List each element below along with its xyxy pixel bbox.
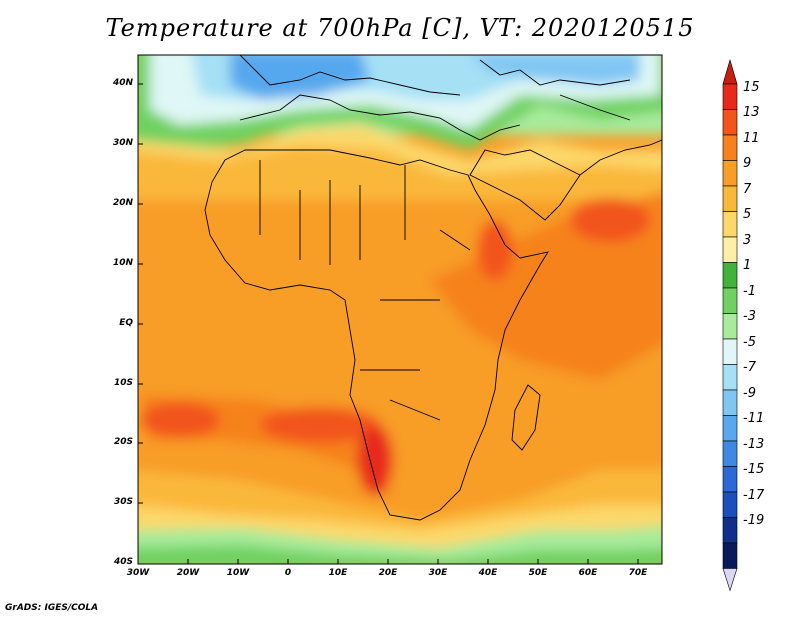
colorbar-swatch xyxy=(722,160,738,187)
colorbar-label: -7 xyxy=(743,360,756,375)
lon-label: 20E xyxy=(378,568,398,578)
colorbar-swatch xyxy=(722,262,738,289)
lon-label: 0 xyxy=(284,568,292,578)
colorbar-label: 11 xyxy=(743,131,760,146)
lat-label: 40S xyxy=(113,557,133,567)
colorbar-swatch xyxy=(722,313,738,340)
lon-label: 30E xyxy=(428,568,448,578)
colorbar-swatch xyxy=(722,415,738,442)
colorbar-swatch xyxy=(722,364,738,391)
lon-label: 20W xyxy=(176,568,200,578)
colorbar-swatch xyxy=(722,338,738,365)
map-title: Temperature at 700hPa [C], VT: 202012051… xyxy=(105,14,695,42)
lon-label: 10W xyxy=(226,568,250,578)
colorbar xyxy=(722,58,738,592)
colorbar-swatch xyxy=(722,517,738,544)
colorbar-label: -17 xyxy=(743,488,765,503)
credit-text: GrADS: IGES/COLA xyxy=(5,603,99,613)
lat-label: 10S xyxy=(113,378,133,388)
colorbar-swatch xyxy=(722,389,738,416)
lat-label: 30S xyxy=(113,497,133,507)
lat-label: 10N xyxy=(112,258,133,268)
colorbar-label: -11 xyxy=(743,411,765,426)
temperature-field xyxy=(138,55,662,564)
lon-label: 10E xyxy=(328,568,348,578)
colorbar-label: 3 xyxy=(743,233,752,248)
colorbar-swatch xyxy=(722,185,738,212)
colorbar-label: 13 xyxy=(743,105,760,120)
colorbar-label: 15 xyxy=(743,80,760,95)
colorbar-swatch xyxy=(722,109,738,136)
colorbar-label: -5 xyxy=(743,335,756,350)
lon-label: 60E xyxy=(578,568,598,578)
colorbar-label: -1 xyxy=(743,284,756,299)
lat-label: EQ xyxy=(119,318,133,328)
lon-label: 50E xyxy=(528,568,548,578)
colorbar-top-arrow xyxy=(722,58,738,85)
colorbar-swatch xyxy=(722,287,738,314)
lat-label: 30N xyxy=(112,138,133,148)
colorbar-swatch xyxy=(722,466,738,493)
colorbar-bottom-arrow xyxy=(722,568,738,592)
plot-frame xyxy=(137,54,663,565)
lat-label: 20S xyxy=(113,437,133,447)
lon-label: 40E xyxy=(478,568,498,578)
colorbar-swatch xyxy=(722,542,738,569)
colorbar-label: -13 xyxy=(743,437,765,452)
lat-label: 20N xyxy=(112,198,133,208)
colorbar-swatch xyxy=(722,134,738,161)
colorbar-swatch xyxy=(722,491,738,518)
colorbar-swatch xyxy=(722,440,738,467)
colorbar-swatch xyxy=(722,211,738,238)
lon-label: 30W xyxy=(126,568,150,578)
lon-label: 70E xyxy=(628,568,648,578)
colorbar-label: -15 xyxy=(743,462,765,477)
colorbar-label: 5 xyxy=(743,207,752,222)
colorbar-label: -9 xyxy=(743,386,756,401)
colorbar-label: 9 xyxy=(743,156,752,171)
colorbar-label: 1 xyxy=(743,258,752,273)
colorbar-label: 7 xyxy=(743,182,752,197)
colorbar-label: -19 xyxy=(743,513,765,528)
axis-tick-marks xyxy=(138,83,639,564)
colorbar-label: -3 xyxy=(743,309,756,324)
colorbar-swatch xyxy=(722,236,738,263)
coastlines xyxy=(204,55,662,521)
colorbar-swatch xyxy=(722,83,738,110)
lat-label: 40N xyxy=(112,78,133,88)
